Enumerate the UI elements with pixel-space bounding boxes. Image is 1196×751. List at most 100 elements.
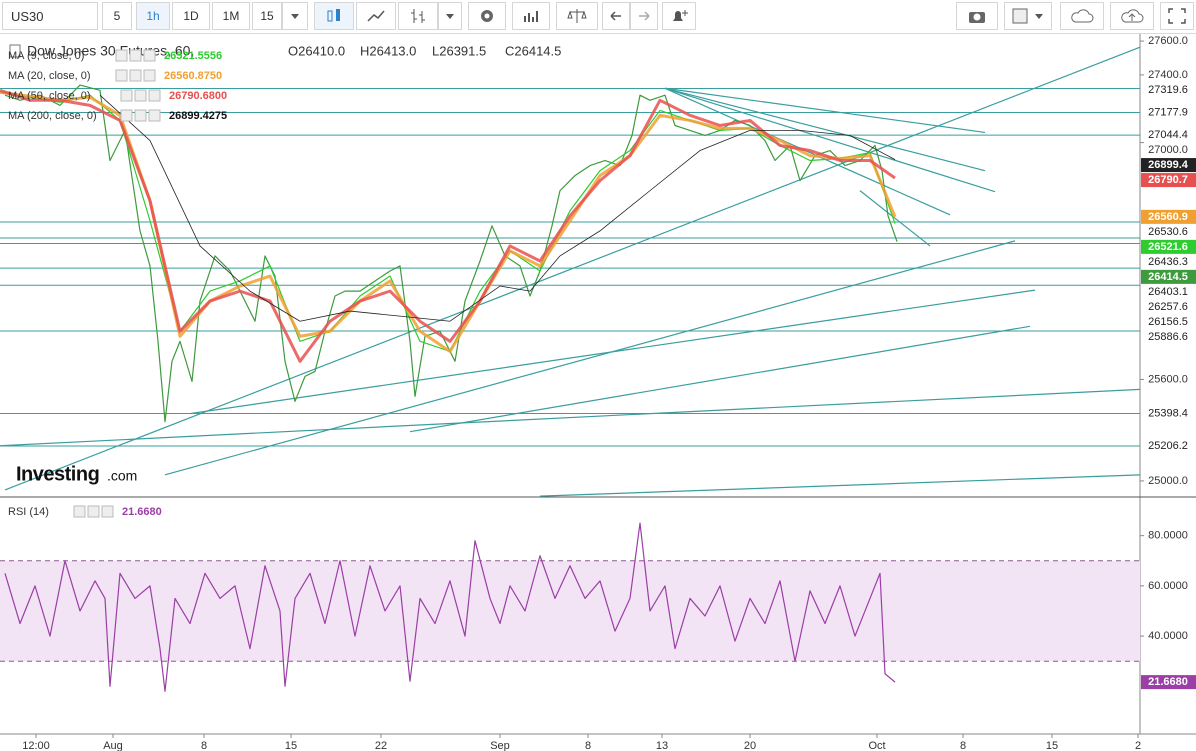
load-button[interactable] [1060,2,1104,30]
x-tick-label: 13 [656,740,668,751]
price-pane: 27600.0 27400.0 27000.0 25600.0 25000.0 27319… [0,35,1196,497]
interval-button[interactable]: 15 [252,2,282,30]
trend-line [664,87,996,193]
indicator-icon[interactable] [143,69,156,82]
badge-label: 26560.9 [1148,211,1188,223]
save-button[interactable] [1110,2,1154,30]
rsi-band [0,560,1140,662]
level-label: 26156.5 [1148,316,1188,328]
indicator-icon[interactable] [115,49,128,62]
indicator-icon[interactable] [129,49,142,62]
snapshot-button[interactable] [956,2,998,30]
ohlc-high: H26413.0 [360,43,416,58]
price-badge: 26899.4 [1141,158,1196,173]
ohlc-close: C26414.5 [505,43,561,58]
indicator-icon[interactable] [148,109,161,122]
indicator-icon[interactable] [120,89,133,102]
rsi-pane: 80.0000 60.0000 40.0000 12:00 Aug 8 15 22 Sep 8 13… [0,522,1196,751]
icon [673,10,688,21]
level-label: 25886.6 [1148,331,1188,343]
symbol-input[interactable]: US30 [2,2,98,30]
indicator-icon[interactable] [134,109,147,122]
indicator-icon[interactable] [148,89,161,102]
indicator-name: MA (200, close, 0) [8,110,97,122]
x-tick-label: 20 [744,740,756,751]
indicator-icon[interactable] [134,89,147,102]
fullscreen-button[interactable] [1160,2,1194,30]
indicator-icon[interactable] [101,505,114,518]
badge-box [1141,675,1196,690]
settings-button[interactable] [468,2,506,30]
interval-button[interactable]: 1M [212,2,250,30]
watermark: Investing [16,463,99,485]
watermark: .com [107,468,137,484]
bars-button[interactable] [398,2,438,30]
dropdown-button[interactable] [282,2,308,30]
price-badge: 26560.9 [1141,209,1196,224]
legend: Dow Jones 30 Futures, 60, O26410.0 H2641… [8,43,561,518]
series-line [4,84,898,423]
level-label: 26403.1 [1148,286,1188,298]
interval-button[interactable]: 1h [136,2,170,30]
caret [446,13,454,19]
level-label: 26436.3 [1148,256,1188,268]
line-button[interactable] [356,2,396,30]
toolbar: US30 5 1h 1D 1M 15 [0,0,1196,34]
badge-label: 26521.6 [1148,241,1188,253]
badge-box [1141,173,1196,188]
x-tick-label: Oct [868,740,885,751]
undo-button[interactable] [602,2,630,30]
icon [610,11,621,21]
template-button[interactable] [1004,2,1052,30]
y-tick-label: 80.0000 [1148,530,1188,542]
indicator-name: RSI (14) [8,506,49,518]
alert-button[interactable] [662,2,696,30]
level-label: 27177.9 [1148,106,1188,118]
indicator-icon[interactable] [129,69,142,82]
interval-button[interactable]: 5 [102,2,132,30]
indicator-value: 26560.8750 [164,70,222,82]
indicator-name: MA (9, close, 0) [8,50,84,62]
chart-area: 27600.0 27400.0 27000.0 25600.0 25000.0 27319… [0,34,1196,751]
level-label: 25206.2 [1148,440,1188,452]
compare-button[interactable] [556,2,598,30]
price-badge: 26790.7 [1141,173,1196,188]
price-badge: 26521.6 [1141,239,1196,254]
price-badge: 26414.5 [1141,269,1196,284]
trend-line [4,46,1141,491]
indicator-icon[interactable] [120,109,133,122]
trend-line [859,190,931,247]
icon [1168,8,1186,24]
x-tick-label: 8 [585,740,591,751]
series-line [4,522,896,692]
interval-button[interactable]: 1D [172,2,210,30]
icon [639,11,650,21]
y-tick-label: 40.0000 [1148,630,1188,642]
series-line [99,94,896,322]
indicators-button[interactable] [512,2,550,30]
indicator-icon[interactable] [115,69,128,82]
indicator-value: 21.6680 [122,506,162,518]
level-label: 26257.6 [1148,301,1188,313]
x-tick-label: 8 [960,740,966,751]
indicator-icon[interactable] [87,505,100,518]
y-tick-label: 25600.0 [1148,373,1188,385]
badge-label: 26899.4 [1148,159,1189,171]
x-tick-label: 15 [1046,740,1058,751]
x-tick-label: 2 [1135,740,1141,751]
dropdown-button[interactable] [438,2,462,30]
indicator-icon[interactable] [143,49,156,62]
caret [291,13,299,19]
indicator-icon[interactable] [73,505,86,518]
trend-line [189,289,1036,415]
level-label: 27044.4 [1148,129,1188,141]
badge-box [1141,209,1196,224]
icon [481,10,493,22]
level-label: 27319.6 [1148,84,1188,96]
icon [1121,9,1144,23]
collapse-icon[interactable] [9,44,21,58]
candles-button[interactable] [314,2,354,30]
indicator-value: 26899.4275 [169,110,227,122]
level-label: 25398.4 [1148,407,1188,419]
redo-button[interactable] [630,2,658,30]
